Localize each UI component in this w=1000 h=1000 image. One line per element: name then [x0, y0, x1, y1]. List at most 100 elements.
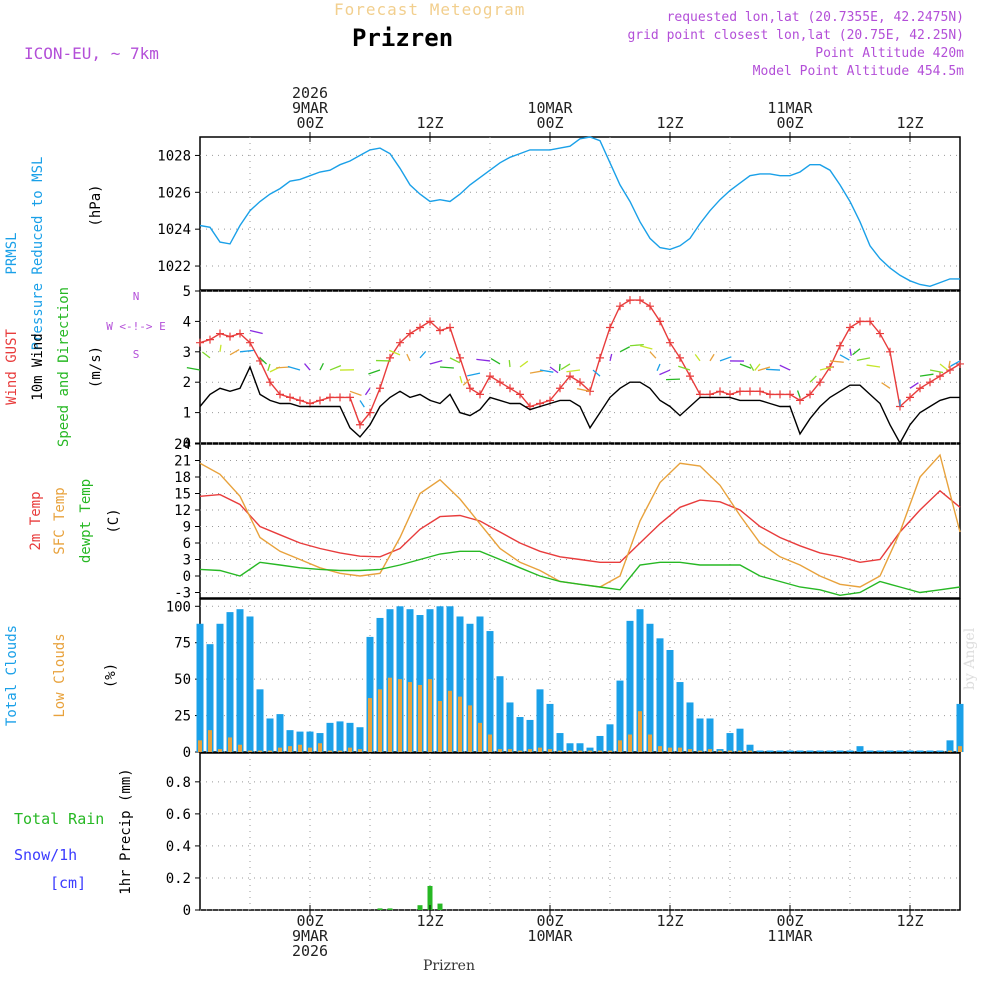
wind-arrow	[329, 365, 342, 371]
clouds-ytick-label: 0	[183, 745, 191, 761]
wind-frame	[199, 290, 961, 444]
gust-marker	[446, 323, 454, 332]
clouds-bar	[836, 750, 844, 752]
wind-arrow	[519, 360, 529, 368]
clouds-bar	[606, 724, 614, 752]
clouds-bar	[358, 749, 362, 752]
precip-bar	[427, 885, 433, 910]
gust-marker	[296, 396, 304, 405]
clouds-ytick-label: 75	[174, 636, 191, 652]
gust-marker	[196, 338, 204, 347]
clouds-bar	[708, 749, 712, 752]
clouds-bar	[406, 609, 414, 752]
wind-arrow	[364, 387, 371, 396]
gust-marker	[786, 390, 794, 399]
model-label: ICON-EU, ~ 7km	[24, 44, 159, 63]
wind-arrow	[368, 369, 381, 375]
gust-marker	[426, 317, 434, 326]
clouds-bar	[446, 606, 454, 752]
clouds-bar	[428, 679, 432, 752]
clouds-bar	[276, 714, 284, 752]
gust-marker	[926, 378, 934, 387]
clouds-bar	[198, 740, 202, 752]
wind-arrow	[809, 375, 817, 383]
clouds-bar	[926, 750, 934, 752]
clouds-bar	[686, 702, 694, 752]
wind-arrow	[267, 363, 271, 372]
wind-arrow	[739, 363, 752, 369]
pressure-frame	[199, 136, 961, 291]
gust-marker	[346, 393, 354, 402]
clouds-bar	[316, 733, 324, 752]
gust-marker	[566, 372, 574, 381]
clouds-bar	[786, 750, 794, 752]
top-time-label: 10MAR	[527, 99, 573, 117]
gust-marker	[646, 302, 654, 311]
clouds-bar	[368, 698, 372, 752]
gust-marker	[206, 335, 214, 344]
precip-label-cm: [cm]	[50, 874, 86, 892]
clouds-bar	[616, 680, 624, 752]
precip-frame	[199, 752, 961, 911]
clouds-bar	[698, 750, 702, 752]
gust-marker	[636, 296, 644, 305]
gust-marker	[376, 384, 384, 393]
clouds-bar	[728, 750, 732, 752]
temperature-series-2	[199, 550, 961, 597]
gust-marker	[276, 390, 284, 399]
gust-marker	[716, 387, 724, 396]
wind-arrow	[829, 360, 844, 363]
clouds-bar	[906, 750, 914, 752]
wind-arrow	[349, 390, 362, 396]
clouds-bar	[468, 705, 472, 752]
wind-arrow	[881, 382, 891, 389]
clouds-bar	[466, 623, 474, 752]
temperature-label: SFC Temp	[52, 487, 68, 554]
top-time-label: 2026	[292, 84, 328, 102]
bottom-time-label: 9MAR	[292, 927, 329, 945]
top-time-label: 12Z	[656, 114, 683, 132]
wind-ytick-label: 3	[183, 345, 191, 361]
gust-marker	[266, 378, 274, 387]
wind-arrow	[276, 366, 291, 369]
clouds-bar	[816, 750, 824, 752]
wind-arrow	[779, 364, 791, 371]
wind-arrow	[490, 358, 501, 365]
wind-arrow	[796, 390, 801, 398]
wind-arrow	[592, 369, 601, 377]
clouds-label: Total Clouds	[4, 625, 20, 726]
clouds-bar	[726, 733, 734, 752]
wind-arrow	[656, 363, 661, 372]
clouds-bar	[746, 744, 754, 752]
gust-marker	[456, 353, 464, 362]
temperature-ytick-label: 12	[174, 503, 191, 519]
clouds-bar	[748, 750, 752, 752]
pressure-ytick-label: 1026	[157, 185, 191, 201]
clouds-bar	[738, 750, 742, 752]
compass-we: W <-!-> E	[106, 320, 166, 333]
pressure-ytick-label: 1022	[157, 259, 191, 275]
wind-label: Wind GUST	[4, 329, 20, 405]
clouds-bar	[586, 747, 594, 752]
grid-point-coords: grid point closest lon,lat (20.75E, 42.2…	[627, 28, 964, 43]
wind-ytick-label: 0	[183, 436, 191, 452]
wind-arrow	[462, 378, 471, 386]
wind-arrow	[359, 400, 365, 408]
gust-marker	[866, 317, 874, 326]
wind-arrow	[929, 369, 944, 374]
clouds-bar	[578, 750, 582, 752]
gust-marker	[516, 390, 524, 399]
clouds-bar	[448, 690, 452, 752]
clouds-bar	[348, 747, 352, 752]
super-title: Forecast Meteogram	[334, 0, 526, 19]
gust-marker	[796, 396, 804, 405]
clouds-bar	[206, 644, 214, 752]
clouds-bar	[236, 609, 244, 752]
temperature-label: dewpt Temp	[78, 479, 94, 563]
clouds-bar	[476, 616, 484, 752]
clouds-bar	[458, 696, 462, 752]
clouds-bar	[456, 616, 464, 752]
gust-marker	[846, 323, 854, 332]
wind-arrow	[406, 353, 411, 362]
